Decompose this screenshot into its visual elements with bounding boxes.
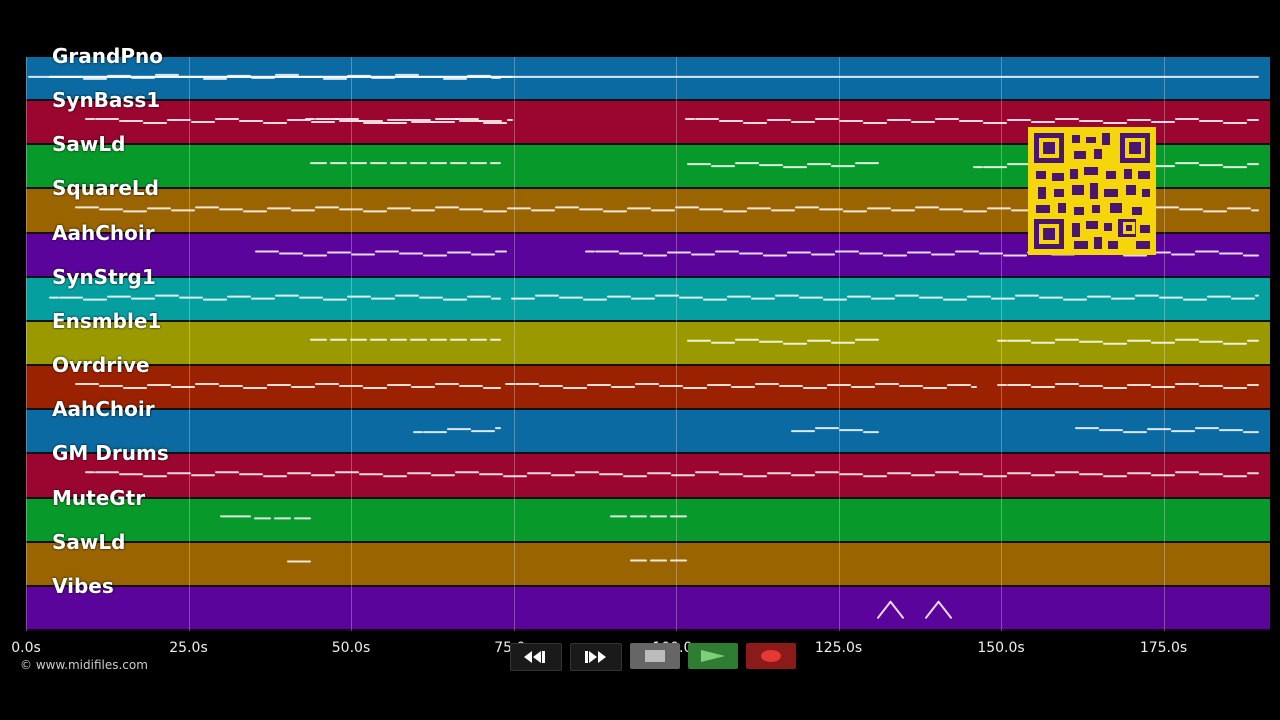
track-lane (26, 454, 1270, 499)
rewind-button[interactable] (510, 643, 562, 671)
track-lane (26, 410, 1270, 455)
time-tick-label: 175.0s (1139, 640, 1188, 656)
track-label: SawLd (52, 132, 126, 157)
track-label: SquareLd (52, 176, 159, 201)
track-label: SawLd (52, 529, 126, 554)
grid-line (513, 57, 515, 631)
track-label: Vibes (52, 573, 114, 598)
track-lane (26, 366, 1270, 411)
track-label: SynStrg1 (52, 264, 156, 289)
note-overlay (28, 73, 1259, 619)
track-lane (26, 277, 1270, 322)
track-label: AahChoir (52, 397, 155, 422)
track-label: GrandPno (52, 44, 163, 68)
grid-line (1163, 57, 1165, 631)
track-lane (26, 586, 1270, 631)
record-button[interactable] (746, 643, 796, 669)
grid-line (1001, 57, 1002, 631)
time-tick-label: 50.0s (331, 640, 371, 656)
fast-forward-button[interactable] (570, 643, 622, 671)
note-mark (889, 600, 904, 619)
play-icon (701, 650, 725, 662)
track-lane (26, 57, 1270, 102)
track-label: GM Drums (52, 441, 169, 466)
stop-icon (645, 650, 665, 662)
grid-line (676, 57, 677, 631)
copyright-text: © www.midifiles.com (20, 658, 148, 672)
track-label: MuteGtr (52, 485, 146, 510)
record-icon (761, 650, 781, 662)
note-mark (937, 600, 952, 619)
note-mark (925, 600, 940, 619)
time-tick-label: 150.0s (977, 640, 1025, 656)
stop-button[interactable] (630, 643, 680, 669)
track-label: SynBass1 (52, 88, 161, 113)
grid-line (838, 57, 840, 631)
time-tick-label: 125.0s (814, 640, 863, 656)
grid-line (26, 57, 27, 631)
time-tick-label: 25.0s (169, 640, 208, 656)
track-lane (26, 542, 1270, 587)
note-mark (877, 600, 892, 619)
track-label: Ovrdrive (52, 353, 150, 378)
fast-forward-icon (585, 651, 606, 663)
time-tick-label: 0.0s (11, 640, 41, 656)
track-label: AahChoir (52, 220, 155, 245)
transport-controls (510, 643, 796, 671)
rewind-icon (524, 651, 545, 663)
play-button[interactable] (688, 643, 738, 669)
qr-code-icon (1028, 127, 1156, 255)
track-lane (26, 498, 1270, 543)
grid-line (188, 57, 190, 631)
track-lane (26, 321, 1270, 367)
track-label: Ensmble1 (52, 308, 162, 333)
grid-line (351, 57, 352, 631)
